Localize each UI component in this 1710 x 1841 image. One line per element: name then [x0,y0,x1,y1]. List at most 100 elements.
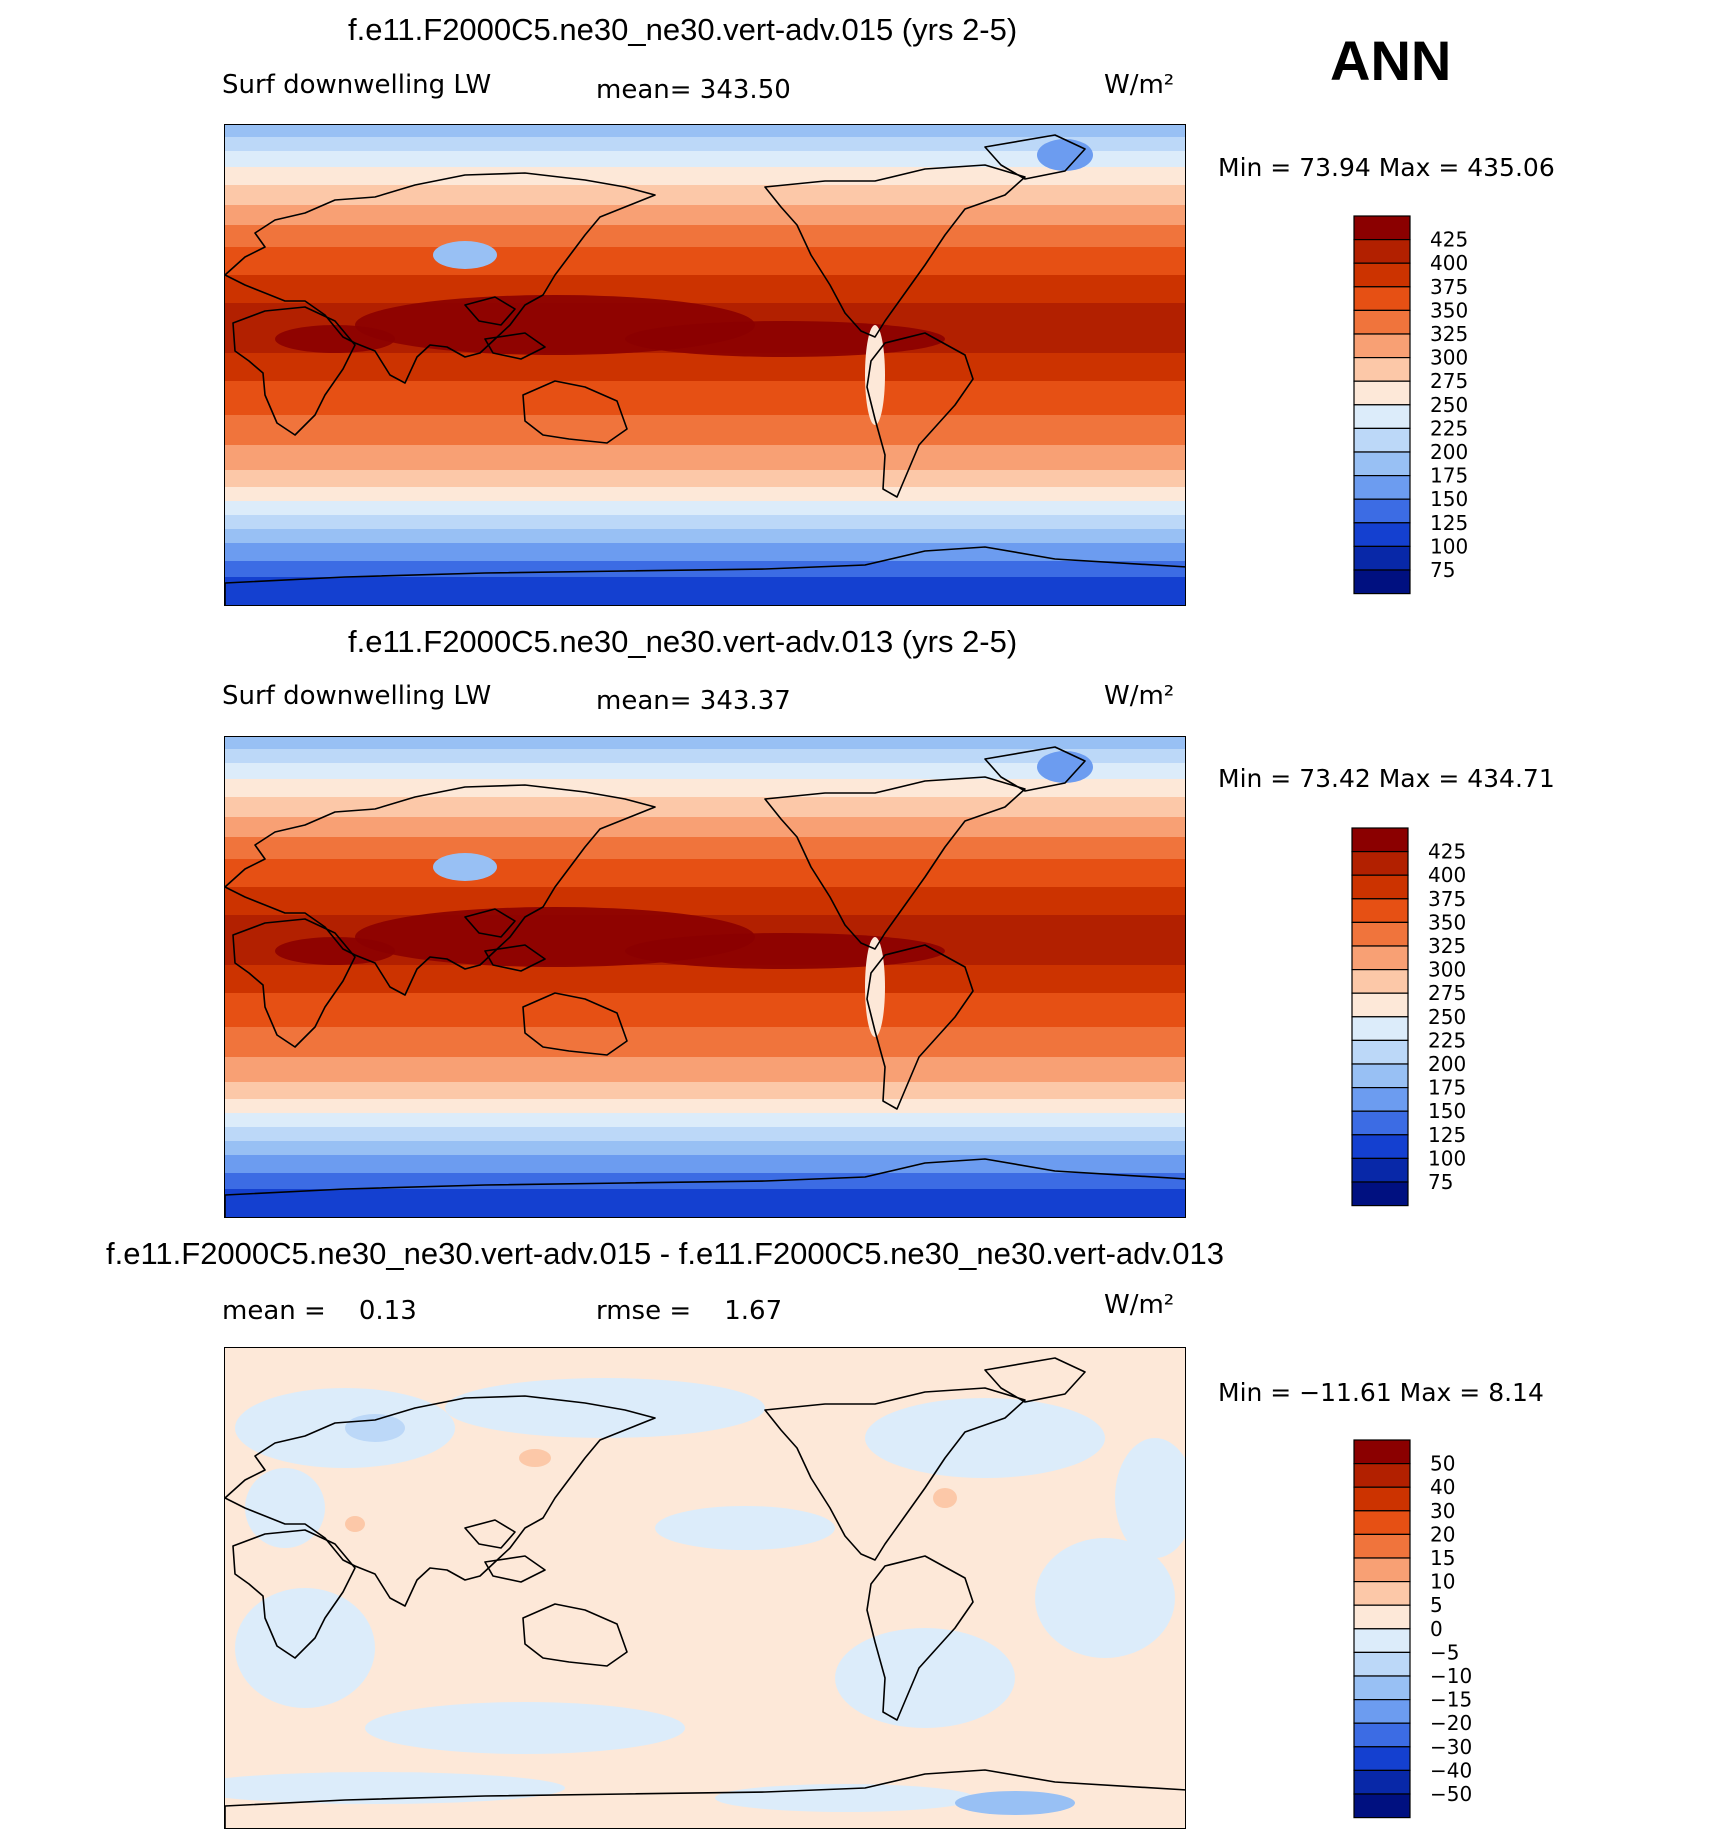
colorbar-tick-label: 200 [1428,1052,1466,1076]
field-minimum [433,241,497,269]
coastline [225,172,656,384]
colorbar-tick-label: 150 [1428,1099,1466,1123]
coastline [225,1769,1185,1828]
panel3-minmax: Min = −11.61 Max = 8.14 [1218,1378,1544,1407]
field-band [225,445,1185,470]
colorbar-tick-label: 40 [1430,1475,1455,1499]
colorbar-swatch [1351,1016,1409,1042]
coastline [764,164,1026,338]
panel1-mean-label: mean= [596,75,692,105]
panel3-title: f.e11.F2000C5.ne30_ne30.vert-adv.015 - f… [106,1236,1224,1271]
panel3-map [224,1347,1186,1829]
panel2-map [224,736,1186,1218]
colorbar-tick-label: 125 [1428,1123,1466,1147]
colorbar-tick-label: −50 [1430,1782,1472,1806]
negative-anomaly [1115,1438,1185,1558]
field-band [225,1099,1185,1113]
colorbar-tick-label: −5 [1430,1640,1459,1664]
panel2-title: f.e11.F2000C5.ne30_ne30.vert-adv.013 (yr… [348,624,1018,659]
colorbar-swatch [1353,1581,1411,1606]
colorbar-swatch [1353,1651,1411,1677]
colorbar-tick-label: 250 [1430,393,1468,417]
panel3-mean-label: mean = [222,1296,326,1326]
panel1-units: W/m² [1104,70,1175,100]
colorbar-tick-label: 0 [1430,1617,1443,1641]
panel2-mean: mean= 343.37 [596,686,791,716]
colorbar-tick-label: 150 [1430,487,1468,511]
colorbar-swatch [1353,569,1411,595]
colorbar-tick-label: 275 [1430,369,1468,393]
panel2-mean-label: mean= [596,686,692,716]
colorbar-tick-label: 50 [1430,1452,1455,1476]
coastline [225,1158,1185,1217]
colorbar-tick-label: 75 [1428,1170,1453,1194]
colorbar-tick-label: 100 [1430,534,1468,558]
panel2-map-svg [225,737,1185,1217]
colorbar-tick-label: −10 [1430,1664,1472,1688]
colorbar-swatch [1353,1793,1411,1819]
colorbar-tick-label: 5 [1430,1593,1443,1617]
field-band [225,779,1185,797]
field-band [225,381,1185,415]
colorbar-tick-label: 10 [1430,1570,1455,1594]
colorbar-swatch [1351,1134,1409,1159]
field-band [225,137,1185,151]
negative-anomaly [955,1791,1075,1815]
negative-anomaly [865,1398,1105,1478]
panel3-rmse-label: rmse = [596,1296,692,1326]
colorbar-swatch [1353,1463,1411,1488]
field-band [225,543,1185,561]
colorbar-swatch [1353,1699,1411,1724]
colorbar-tick-label: 75 [1430,558,1455,582]
colorbar-swatch [1351,992,1409,1018]
colorbar-swatch [1353,1557,1411,1583]
colorbar-swatch [1353,1722,1411,1748]
colorbar-tick-label: 400 [1428,863,1466,887]
coastline [764,1387,1026,1561]
positive-anomaly [933,1488,957,1508]
field-maximum [625,321,945,357]
field-band [225,247,1185,275]
colorbar-swatch [1353,404,1411,430]
colorbar-swatch [1351,1157,1409,1183]
colorbar-swatch [1351,874,1409,900]
colorbar-tick-label: 375 [1430,275,1468,299]
coastline [464,1519,516,1549]
colorbar-tick-label: 175 [1430,464,1468,488]
field-band [225,1141,1185,1155]
colorbar-swatch [1353,1604,1411,1630]
colorbar-tick-label: −15 [1430,1688,1472,1712]
colorbar-swatch [1353,1675,1411,1701]
coastline [232,918,356,1048]
colorbar-swatch [1351,945,1409,971]
field-band [225,151,1185,167]
colorbar-swatch [1353,286,1411,312]
panel3-rmse: rmse = 1.67 [596,1296,782,1326]
field-band [225,1189,1185,1217]
field-band [225,859,1185,887]
negative-anomaly [445,1378,765,1438]
colorbar-swatch [1353,239,1411,264]
coastline [225,784,656,996]
colorbar-swatch [1353,215,1411,241]
coastline [866,332,974,498]
negative-anomaly [1035,1538,1175,1658]
field-band [225,837,1185,859]
field-band [225,515,1185,529]
field-band [225,887,1185,915]
coastline [522,992,628,1056]
coastline [484,332,546,360]
colorbar-swatch [1353,427,1411,453]
colorbar-tick-label: 15 [1430,1546,1455,1570]
field-band [225,529,1185,543]
colorbar-tick-label: 200 [1430,440,1468,464]
field-band [225,737,1185,749]
panel2-colorbar: 4254003753503253002752502252001751501251… [1351,827,1466,1207]
colorbar-swatch [1353,451,1411,477]
panel2-variable: Surf downwelling LW [222,681,492,711]
colorbar-tick-label: 100 [1428,1146,1466,1170]
panel1-minmax: Min = 73.94 Max = 435.06 [1218,153,1555,182]
colorbar-tick-label: −30 [1430,1735,1472,1759]
colorbar-swatch [1353,545,1411,571]
field-minimum [865,325,885,425]
